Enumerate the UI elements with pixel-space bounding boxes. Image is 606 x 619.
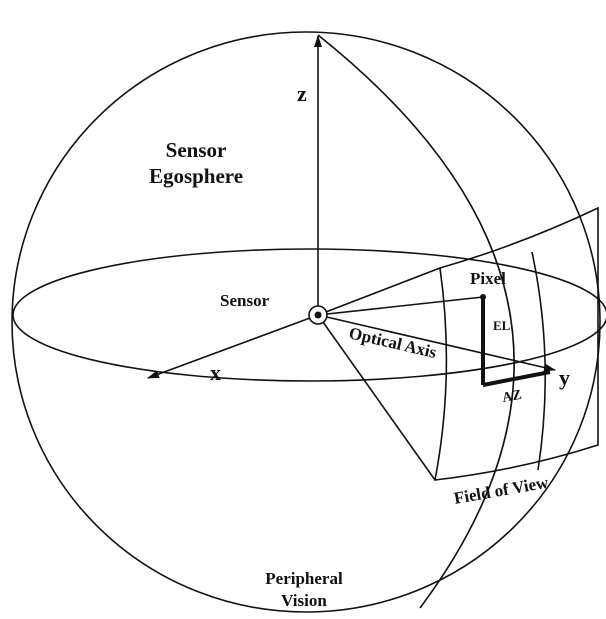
- az-bar: [482, 370, 551, 387]
- z-label: z: [297, 81, 307, 106]
- y-axis: [317, 314, 556, 372]
- peripheral-vision-label: Vision: [281, 591, 327, 610]
- field-of-view-patch: [434, 206, 599, 481]
- equator: [12, 248, 606, 382]
- meridian: [317, 34, 515, 609]
- sensor-dot: [314, 311, 322, 319]
- x-axis: [147, 314, 319, 379]
- pixel-ray: [317, 296, 484, 316]
- peripheral-vision-label: Peripheral: [265, 569, 343, 588]
- patch-meridian: [531, 251, 546, 471]
- y-label: y: [559, 365, 570, 390]
- egosphere-label: Egosphere: [149, 164, 243, 188]
- optical-axis-label: Optical Axis: [347, 323, 439, 362]
- egosphere-label: Sensor: [166, 138, 227, 162]
- fov-ray-bottom: [317, 314, 436, 481]
- sphere: [11, 31, 601, 613]
- x-label: x: [210, 360, 221, 385]
- el-label: EL: [493, 318, 511, 333]
- fov-ray-top: [317, 267, 441, 316]
- pixel-label: Pixel: [470, 269, 506, 288]
- sensor-label: Sensor: [220, 291, 270, 310]
- az-label: AZ: [501, 388, 523, 406]
